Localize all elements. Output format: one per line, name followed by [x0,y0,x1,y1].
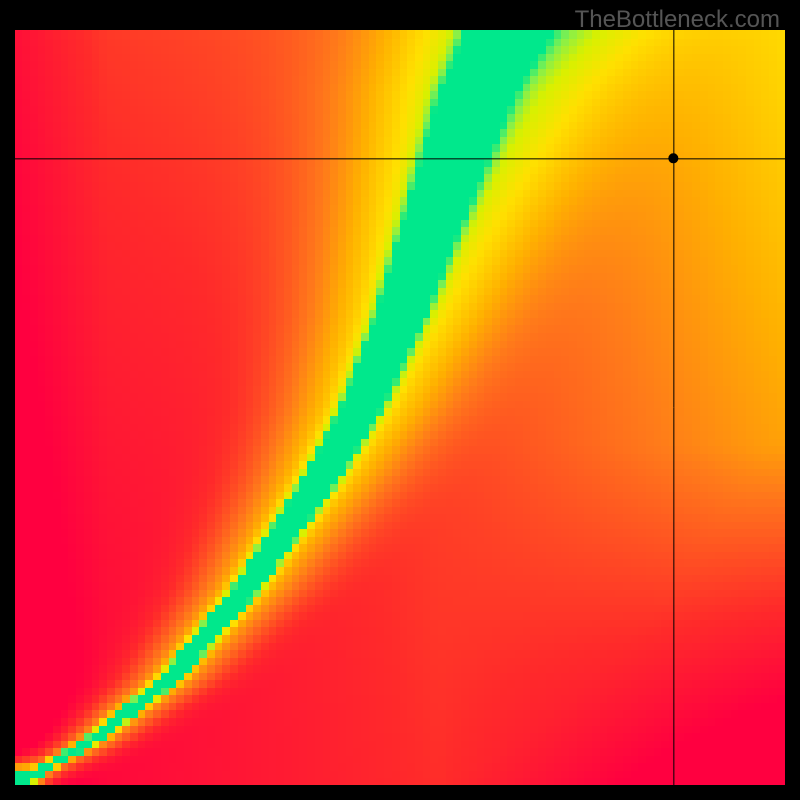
heatmap-plot [15,30,785,785]
watermark-text: TheBottleneck.com [575,6,780,34]
heatmap-canvas [15,30,785,785]
chart-container: { "watermark": "TheBottleneck.com", "bac… [0,0,800,800]
